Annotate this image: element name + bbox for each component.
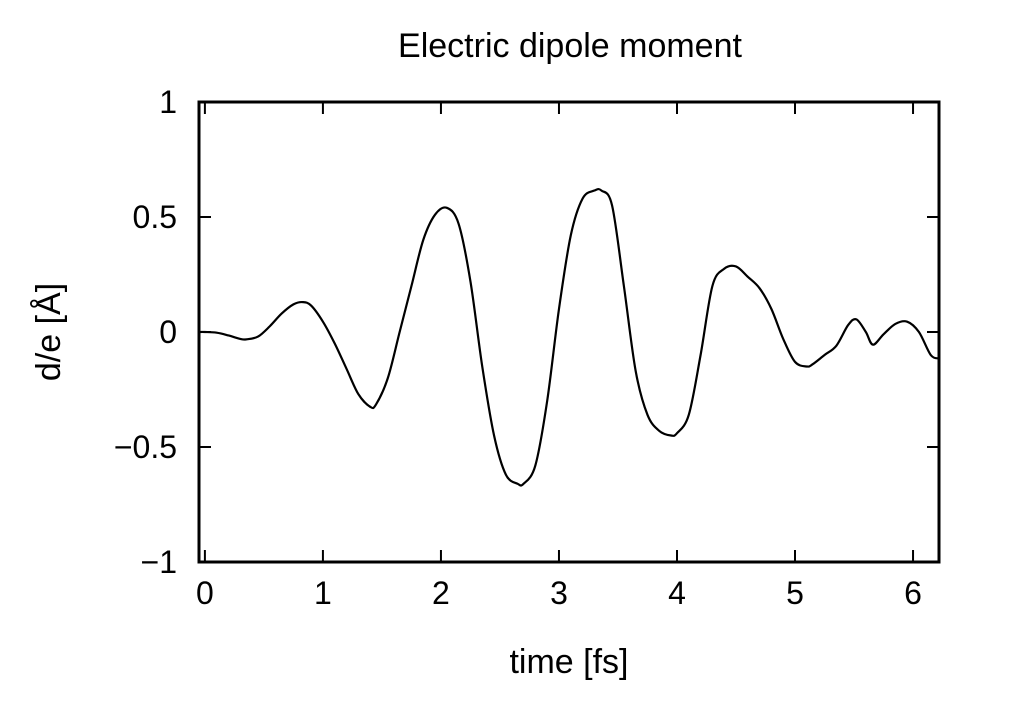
- y-tick-label-4: 1: [159, 84, 177, 120]
- x-tick-label-4: 4: [668, 575, 686, 611]
- y-axis-label: d/e [Å]: [30, 283, 68, 381]
- x-tick-label-5: 5: [786, 575, 804, 611]
- series-line-0: [198, 188, 940, 487]
- x-tick-label-0: 0: [196, 575, 214, 611]
- chart-title: Electric dipole moment: [398, 27, 742, 65]
- y-tick-label-3: 0.5: [133, 199, 177, 235]
- x-tick-label-1: 1: [314, 575, 332, 611]
- x-tick-label-3: 3: [550, 575, 568, 611]
- x-tick-label-2: 2: [432, 575, 450, 611]
- plot-content: [198, 188, 940, 487]
- y-tick-label-2: 0: [159, 314, 177, 350]
- plot-frame: [197, 100, 941, 564]
- y-tick-label-0: −1: [141, 544, 177, 580]
- x-tick-labels: 0 1 2 3 4 5 6: [196, 575, 922, 611]
- tick-marks: [199, 101, 939, 563]
- y-tick-label-1: −0.5: [114, 429, 177, 465]
- y-tick-labels: −1 −0.5 0 0.5 1: [114, 84, 177, 580]
- x-tick-label-6: 6: [904, 575, 922, 611]
- x-axis-label: time [fs]: [509, 643, 628, 681]
